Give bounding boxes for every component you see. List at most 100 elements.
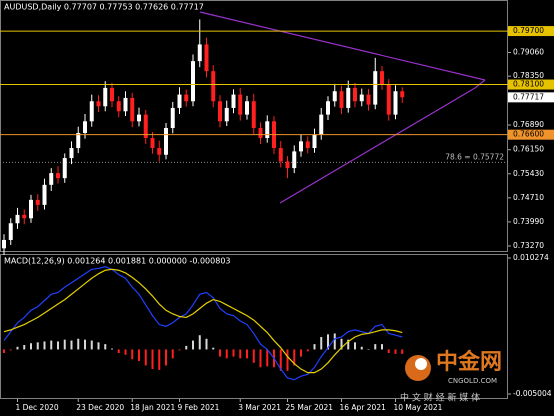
histogram-bar bbox=[178, 349, 181, 351]
candle-body bbox=[42, 184, 47, 205]
histogram-bar bbox=[300, 349, 302, 357]
level-box bbox=[508, 79, 554, 90]
candle-body bbox=[265, 121, 270, 139]
histogram-bar bbox=[185, 345, 188, 350]
histogram-bar bbox=[144, 349, 147, 366]
histogram-bar bbox=[124, 349, 127, 355]
x-tick-label: 10 May 2021 bbox=[394, 403, 443, 412]
candle-body bbox=[231, 94, 236, 108]
histogram-bar bbox=[16, 346, 19, 350]
candle-body bbox=[393, 91, 398, 115]
histogram-bar bbox=[327, 334, 329, 350]
macd-frame bbox=[0, 254, 508, 399]
candle-body bbox=[35, 199, 40, 205]
histogram-bar bbox=[286, 349, 289, 371]
y-tick-label: 0.76150 bbox=[513, 145, 544, 154]
histogram-bar bbox=[360, 346, 363, 350]
candle-body bbox=[8, 223, 13, 240]
candle-body bbox=[332, 91, 337, 102]
candle-body bbox=[238, 94, 243, 115]
histogram-bar bbox=[313, 344, 316, 350]
trend-line bbox=[474, 79, 486, 89]
y-tick-label: 0.76890 bbox=[513, 120, 544, 129]
candle-body bbox=[245, 101, 249, 115]
fib-label: 78.6 = 0.75772 bbox=[445, 152, 504, 161]
y-tick-label: 0.78350 bbox=[513, 71, 544, 80]
macd-line bbox=[3, 266, 403, 381]
x-tick-label: 18 Jan 2021 bbox=[130, 403, 175, 412]
histogram-bar bbox=[279, 349, 282, 371]
last-price-label: 0.77717 bbox=[513, 92, 544, 101]
candle-body bbox=[353, 87, 357, 102]
candle-body bbox=[292, 151, 297, 169]
histogram-bar bbox=[50, 340, 53, 350]
x-tick-label: 1 Dec 2020 bbox=[16, 403, 59, 412]
histogram-bar bbox=[111, 348, 113, 350]
candle-body bbox=[326, 101, 330, 115]
candle-body bbox=[137, 114, 141, 122]
x-tick-label: 3 Mar 2021 bbox=[238, 403, 281, 412]
candle-body bbox=[164, 127, 168, 155]
candle-body bbox=[62, 158, 67, 179]
candle-body bbox=[197, 44, 202, 62]
histogram-bar bbox=[306, 349, 309, 352]
candle-body bbox=[380, 71, 384, 85]
candle-body bbox=[346, 87, 351, 108]
x-tick-label: 9 Feb 2021 bbox=[178, 403, 220, 412]
candle-body bbox=[89, 101, 94, 122]
candle-body bbox=[56, 173, 60, 179]
candle-body bbox=[143, 114, 148, 139]
candle-body bbox=[103, 87, 108, 107]
level-label: 0.79700 bbox=[513, 26, 544, 35]
logo-text: 中金网 bbox=[436, 349, 502, 375]
histogram-bar bbox=[340, 338, 343, 350]
logo-site: CNGOLD.COM bbox=[448, 377, 497, 385]
histogram-bar bbox=[165, 349, 167, 366]
histogram-bar bbox=[171, 349, 174, 359]
candle-body bbox=[150, 138, 155, 149]
histogram-bar bbox=[354, 342, 356, 350]
candle-body bbox=[15, 214, 20, 224]
candle-body bbox=[2, 239, 6, 249]
y-tick-label: 0.79060 bbox=[513, 47, 544, 56]
macd-line bbox=[3, 268, 403, 374]
histogram-bar bbox=[131, 349, 134, 360]
macd-title: MACD(12,26,9) 0.001264 0.001881 0.000000… bbox=[4, 257, 231, 266]
histogram-bar bbox=[387, 349, 390, 354]
candle-body bbox=[191, 61, 195, 102]
histogram-bar bbox=[77, 338, 80, 350]
candle-body bbox=[22, 214, 27, 219]
histogram-bar bbox=[151, 349, 154, 370]
candle-body bbox=[312, 134, 317, 149]
histogram-bar bbox=[381, 344, 383, 350]
histogram-bar bbox=[212, 347, 215, 350]
histogram-bar bbox=[232, 349, 235, 357]
candle-body bbox=[218, 101, 222, 122]
histogram-bar bbox=[23, 345, 26, 350]
histogram-bar bbox=[293, 349, 296, 366]
histogram-bar bbox=[9, 349, 12, 351]
candle-body bbox=[130, 97, 135, 122]
candle-body bbox=[96, 101, 101, 107]
level-box bbox=[508, 26, 554, 37]
candle-body bbox=[251, 101, 256, 128]
candle-body bbox=[83, 121, 87, 134]
candle-body bbox=[359, 94, 364, 102]
last-price-box bbox=[508, 92, 554, 103]
histogram-bar bbox=[219, 349, 221, 357]
candle-body bbox=[299, 141, 303, 152]
candle-body bbox=[339, 91, 344, 108]
candle-body bbox=[177, 94, 182, 108]
candle-body bbox=[211, 71, 216, 102]
histogram-bar bbox=[36, 342, 39, 350]
histogram-bar bbox=[90, 340, 93, 350]
candle-body bbox=[278, 148, 283, 162]
histogram-bar bbox=[347, 339, 350, 350]
y-tick-label: 0.010274 bbox=[513, 253, 549, 262]
candle-body bbox=[29, 199, 33, 219]
candle-body bbox=[305, 141, 310, 149]
histogram-bar bbox=[259, 349, 262, 368]
watermark: 中金网 CNGOLD.COM 中 文 财 经 新 媒 体 bbox=[400, 349, 502, 404]
histogram-bar bbox=[205, 338, 208, 350]
